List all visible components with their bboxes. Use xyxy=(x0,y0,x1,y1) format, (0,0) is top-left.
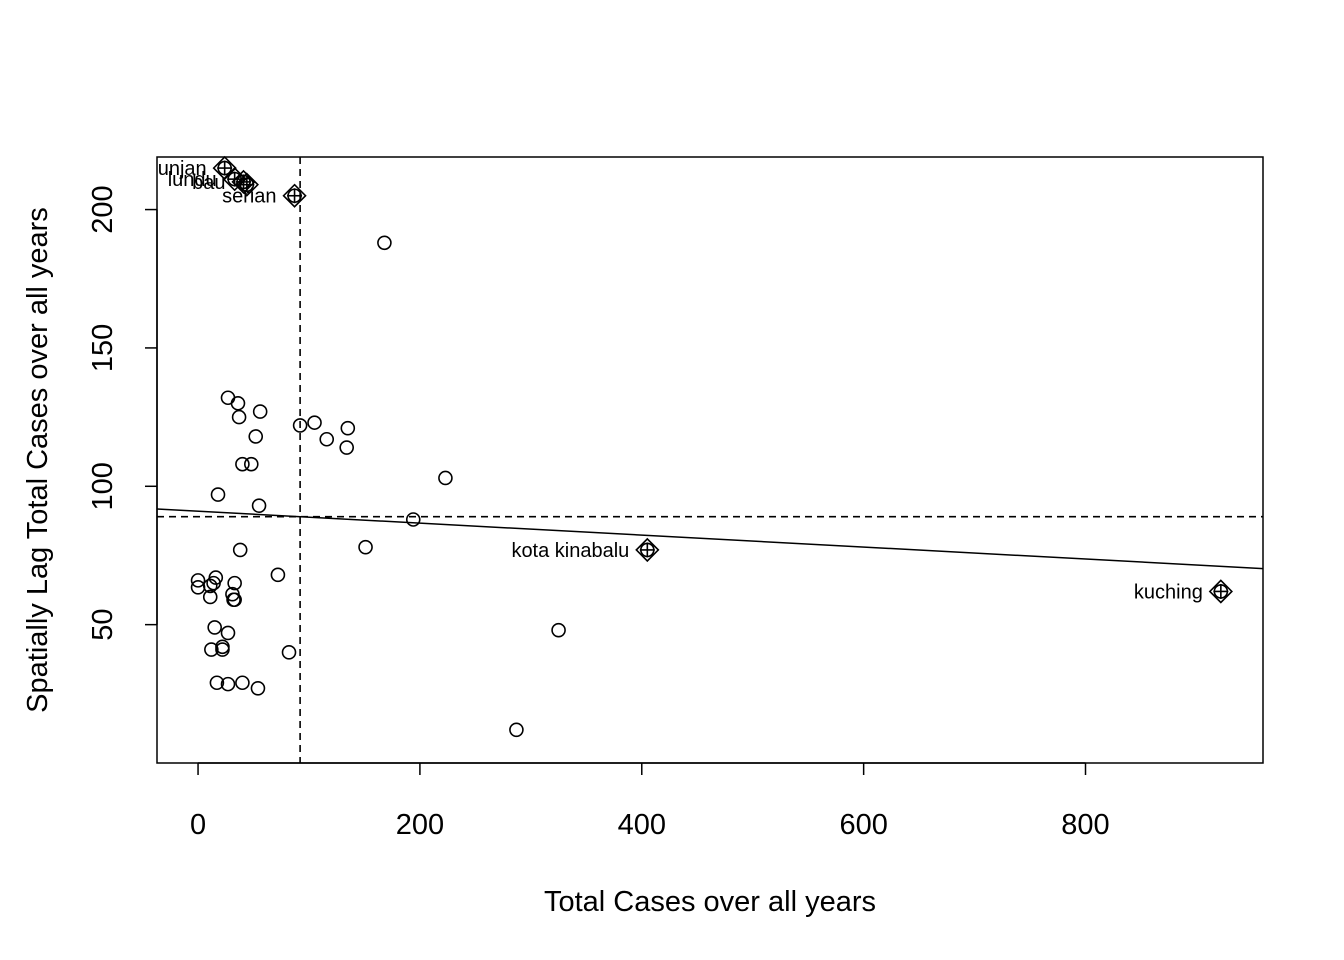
plot-frame xyxy=(156,156,1264,764)
y-axis-title: Spatially Lag Total Cases over all years xyxy=(22,207,54,713)
data-point xyxy=(235,675,250,691)
data-point xyxy=(220,676,236,692)
data-point xyxy=(405,512,421,527)
data-point xyxy=(248,429,264,444)
data-point xyxy=(230,395,246,411)
influential-point-diamond xyxy=(282,183,307,208)
x-tick-label: 800 xyxy=(1061,809,1109,841)
data-point xyxy=(270,567,286,583)
influential-point-label: unjan xyxy=(158,158,207,180)
data-point xyxy=(307,415,322,430)
data-point xyxy=(250,680,266,696)
data-point xyxy=(438,470,453,486)
data-point xyxy=(252,404,268,419)
data-point xyxy=(207,620,222,635)
data-point xyxy=(340,420,356,436)
data-point xyxy=(204,642,219,657)
influential-point-diamond xyxy=(1208,579,1233,604)
data-point xyxy=(210,487,226,502)
influential-point xyxy=(234,172,259,197)
x-tick-label: 0 xyxy=(190,809,206,841)
x-axis-title: Total Cases over all years xyxy=(544,886,876,918)
influential-point xyxy=(282,183,307,208)
influential-point-label: bau xyxy=(192,172,225,194)
regression-line xyxy=(156,508,1264,570)
data-point xyxy=(202,589,218,605)
influential-point-label: lundu xyxy=(168,169,217,191)
data-point xyxy=(281,645,297,660)
data-point xyxy=(339,440,354,455)
data-point xyxy=(215,642,230,657)
data-point xyxy=(358,539,373,555)
data-point xyxy=(227,575,242,591)
data-point xyxy=(227,592,242,608)
influential-point xyxy=(1208,579,1233,604)
data-point xyxy=(209,675,225,691)
data-point xyxy=(235,456,250,472)
influential-point-diamond xyxy=(635,537,660,563)
influential-point xyxy=(635,537,660,563)
influential-point-diamond xyxy=(234,172,259,197)
x-tick-label: 400 xyxy=(618,809,666,841)
data-point xyxy=(509,722,524,738)
data-point xyxy=(232,542,248,558)
y-tick-label: 50 xyxy=(87,609,119,641)
x-tick-label: 200 xyxy=(396,809,444,841)
data-point xyxy=(251,498,267,513)
data-point xyxy=(190,573,206,588)
data-point xyxy=(220,390,236,406)
data-point xyxy=(231,409,247,425)
y-tick-label: 100 xyxy=(87,462,119,510)
axes: 0 200 400 600 800 50 100 150 200 xyxy=(87,185,1110,841)
influential-point-label: serian xyxy=(222,186,276,208)
data-point xyxy=(319,431,335,447)
x-tick-label: 600 xyxy=(839,809,887,841)
influential-point-label: kota kinabalu xyxy=(511,540,629,562)
y-tick-label: 200 xyxy=(87,185,119,233)
influential-point-label: kuching xyxy=(1134,581,1203,603)
data-point xyxy=(220,625,236,641)
y-tick-label: 150 xyxy=(87,324,119,372)
data-point xyxy=(292,418,308,433)
data-point xyxy=(243,456,259,472)
data-point xyxy=(208,570,224,585)
data-point xyxy=(377,235,392,251)
data-point xyxy=(551,622,566,638)
